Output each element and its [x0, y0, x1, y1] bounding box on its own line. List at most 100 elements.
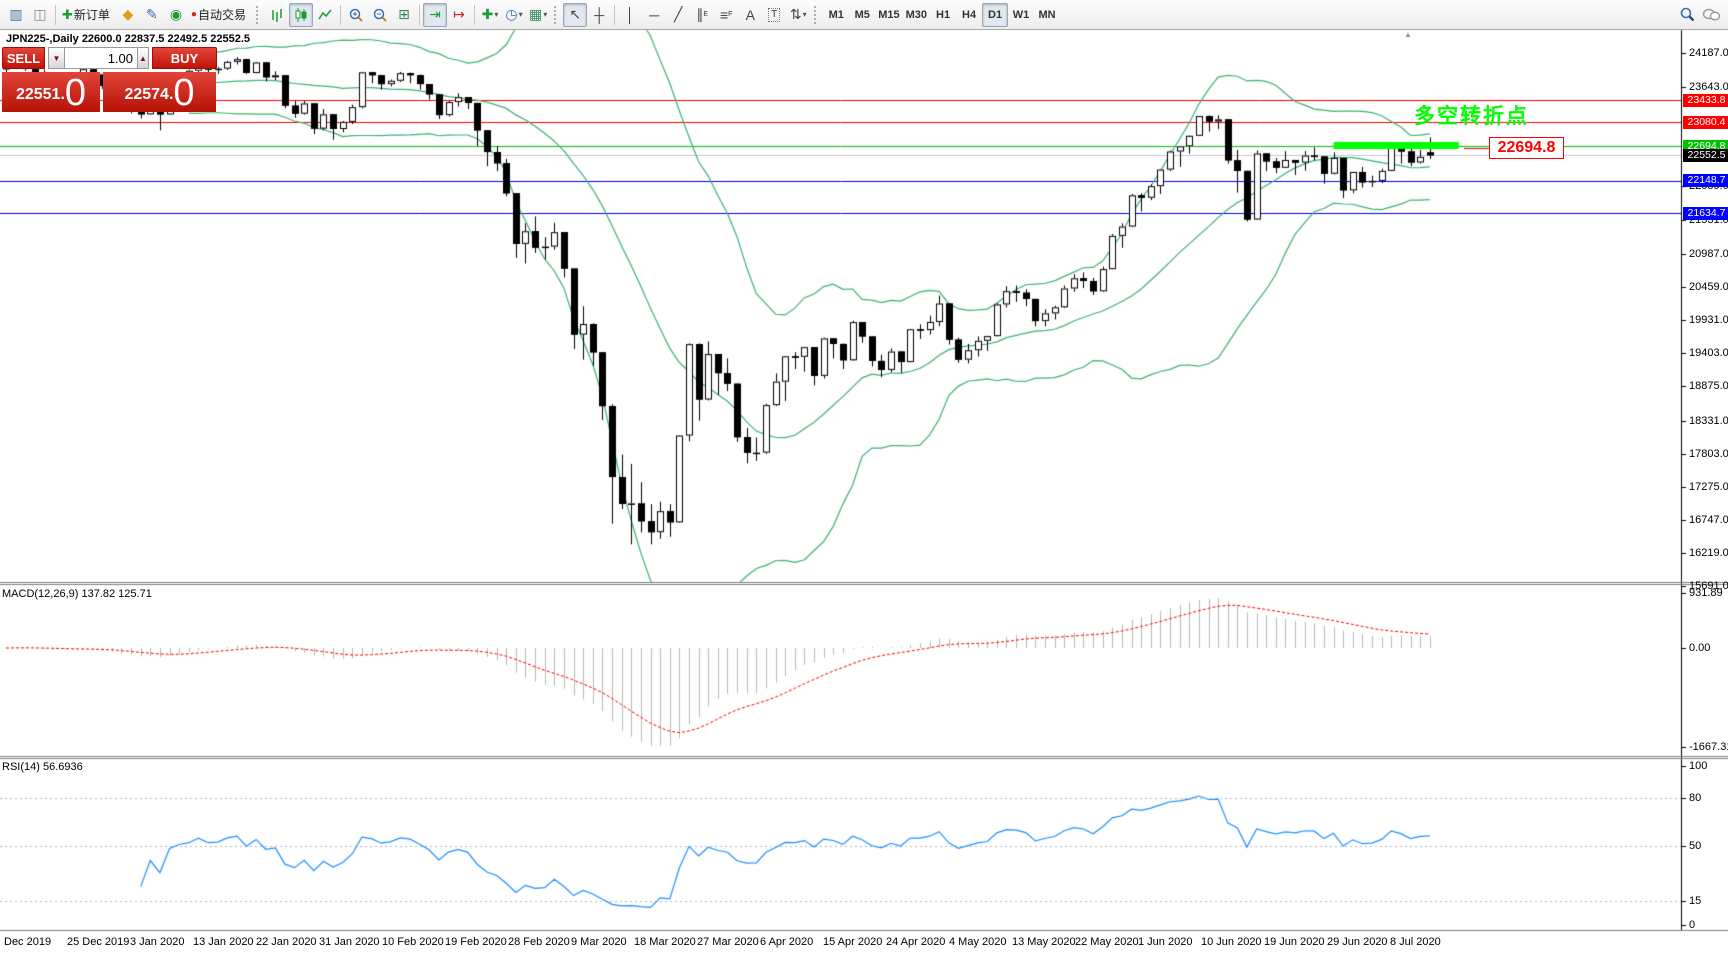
price-tick-label: 17275.0: [1689, 480, 1728, 493]
text-tool-icon[interactable]: A: [745, 6, 755, 23]
toolbar-grip: [554, 5, 559, 24]
line-chart-icon[interactable]: [313, 3, 337, 27]
sell-quote-button[interactable]: 22551. 0: [2, 72, 100, 112]
date-axis-label: 3 Jan 2020: [130, 936, 185, 948]
date-axis-label: 25 Dec 2019: [67, 936, 130, 948]
crosshair-icon[interactable]: ┼: [594, 6, 605, 23]
toolbar-separator: [339, 4, 341, 25]
fibonacci-icon[interactable]: ≡ F: [720, 6, 733, 23]
toolbar-grip: [255, 5, 261, 24]
volume-input[interactable]: [65, 47, 137, 69]
timeframe-button-m15[interactable]: M15: [878, 8, 900, 21]
vertical-line-icon[interactable]: │: [625, 6, 635, 23]
date-axis-label: 24 Apr 2020: [886, 936, 946, 948]
price-level-badge: 22148.7: [1683, 174, 1728, 188]
chart-shift-icon[interactable]: ↦: [453, 6, 465, 22]
templates-button[interactable]: ▦ ▾: [526, 3, 550, 27]
bid-price-big-digit: 0: [64, 72, 87, 114]
navigator-icon[interactable]: ◫: [33, 6, 47, 22]
buy-button[interactable]: BUY: [152, 47, 217, 69]
date-axis-label: 15 Apr 2020: [823, 936, 883, 948]
date-axis-label: 8 Jul 2020: [1390, 936, 1441, 948]
timeframe-button-h1[interactable]: H1: [936, 8, 951, 21]
periods-button[interactable]: ◷ ▾: [502, 3, 526, 27]
metaquotes-icon[interactable]: ◆: [122, 6, 134, 22]
price-tick-label: 19403.0: [1689, 347, 1728, 360]
autotrading-button[interactable]: ● 自动交易: [188, 3, 252, 27]
price-tick-label: 20459.0: [1689, 280, 1728, 293]
timeframe-button-m5[interactable]: M5: [854, 8, 870, 21]
timeframe-button-m30[interactable]: M30: [905, 8, 928, 21]
date-axis-label: 6 Apr 2020: [760, 936, 814, 948]
timeframe-button-w1[interactable]: W1: [1012, 8, 1030, 21]
tile-windows-icon[interactable]: ⊞: [398, 6, 410, 22]
signal-icon[interactable]: ◉: [169, 6, 183, 22]
cursor-icon[interactable]: ↖: [563, 2, 588, 27]
date-axis-label: 13 May 2020: [1012, 936, 1076, 948]
price-tick-label: 16747.0: [1689, 514, 1728, 527]
chart-title: JPN225-,Daily 22600.0 22837.5 22492.5 22…: [6, 33, 251, 45]
timeframe-button-h4[interactable]: H4: [962, 8, 977, 21]
one-click-trading-panel: SELL ▼ ▲ BUY 22551.0 22574.0: [2, 47, 219, 112]
price-tick-label: 18875.0: [1689, 380, 1728, 393]
indicators-button[interactable]: ✚ ▾: [478, 3, 502, 27]
price-tick-label: 19931.0: [1689, 314, 1728, 327]
new-order-button[interactable]: ✚ 新订单: [59, 3, 116, 27]
date-axis-label: 1 Jun 2020: [1138, 936, 1193, 948]
date-axis-label: 18 Mar 2020: [634, 936, 696, 948]
chevron-down-icon: ▾: [494, 10, 499, 19]
equidistant-channel-icon[interactable]: ∥ E: [696, 6, 709, 22]
zoom-in-icon[interactable]: [344, 3, 368, 27]
date-axis-label: 31 Jan 2020: [319, 936, 380, 948]
chart-window-icon[interactable]: ▥: [9, 6, 23, 22]
autotrading-icon: ●: [190, 9, 197, 20]
toolbar-grip: [814, 5, 819, 24]
timeframe-toolbar: M1 M5 M15 M30 H1 H4 D1 W1 MN: [823, 2, 1060, 27]
search-icon[interactable]: [1675, 3, 1699, 27]
price-callout-box[interactable]: 22694.8: [1489, 137, 1564, 159]
text-label-icon[interactable]: T: [762, 3, 786, 27]
autoscroll-icon[interactable]: ⇥: [422, 2, 447, 27]
periods-icon: ◷: [505, 6, 518, 22]
chevron-down-icon: ▾: [543, 10, 548, 19]
chat-icon[interactable]: [1699, 3, 1724, 27]
candlestick-chart-icon[interactable]: [288, 2, 313, 27]
templates-icon: ▦: [528, 6, 543, 22]
buy-quote-button[interactable]: 22574. 0: [103, 72, 216, 112]
bar-chart-icon[interactable]: [265, 3, 289, 27]
bid-price: 22551: [15, 86, 61, 103]
ask-price-big-digit: 0: [173, 72, 195, 114]
main-toolbar: ▥ ◫ ✚ 新订单 ◆ ✎ ◉ ● 自动交易 ⊞ ⇥: [0, 0, 1728, 30]
macd-tick-label: 931.89: [1689, 586, 1723, 599]
date-axis-label: 27 Mar 2020: [697, 936, 759, 948]
metaeditor-icon[interactable]: ✎: [146, 6, 158, 22]
timeframe-button-mn[interactable]: MN: [1038, 8, 1056, 21]
price-tick-label: 17803.0: [1689, 447, 1728, 460]
volume-increase-button[interactable]: ▲: [137, 47, 149, 69]
price-tick-label: 23643.0: [1689, 80, 1728, 93]
volume-decrease-button[interactable]: ▼: [48, 47, 65, 69]
date-axis-label: 28 Feb 2020: [508, 936, 570, 948]
zoom-out-icon[interactable]: [368, 3, 392, 27]
autotrading-label: 自动交易: [197, 8, 246, 22]
chevron-down-icon: ▾: [518, 10, 523, 19]
toolbar-separator: [418, 4, 420, 25]
price-level-badge: 22552.5: [1683, 148, 1728, 162]
timeframe-button-d1[interactable]: D1: [982, 2, 1009, 27]
trendline-icon[interactable]: ╱: [674, 6, 683, 22]
chart-shift-marker-icon: ▲: [1404, 30, 1412, 39]
date-axis-label: 9 Mar 2020: [571, 936, 627, 948]
annotation-text[interactable]: 多空转折点: [1414, 104, 1529, 128]
new-order-label: 新订单: [73, 8, 110, 22]
toolbar-separator: [614, 4, 616, 25]
sell-button[interactable]: SELL: [2, 47, 45, 69]
timeframe-button-m1[interactable]: M1: [828, 8, 844, 21]
price-tick-label: 20987.0: [1689, 247, 1728, 260]
arrows-tool-button[interactable]: ⇅ ▾: [786, 3, 810, 27]
rsi-tick-label: 100: [1689, 760, 1708, 772]
chevron-down-icon: ▾: [802, 10, 807, 19]
horizontal-line-icon[interactable]: ─: [649, 6, 660, 23]
date-axis-label: 19 Jun 2020: [1264, 936, 1325, 948]
